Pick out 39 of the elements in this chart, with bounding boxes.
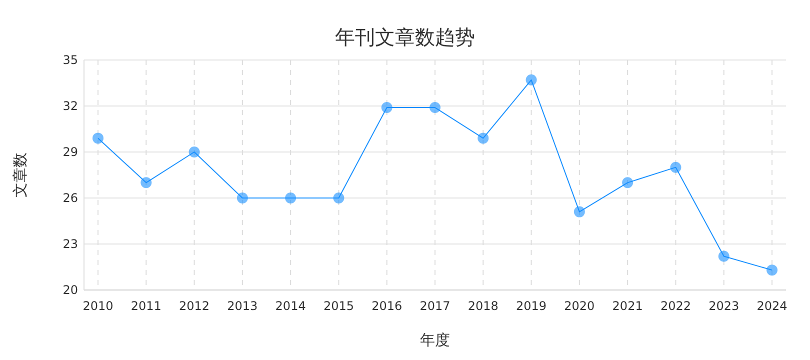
y-tick-label: 20	[62, 283, 78, 297]
y-tick-label: 23	[62, 237, 78, 251]
point	[622, 177, 634, 188]
x-tick-label: 2016	[372, 299, 402, 313]
x-tick-label: 2021	[612, 299, 643, 313]
x-tick-label: 2017	[420, 299, 450, 313]
point	[670, 162, 682, 173]
y-tick-label: 35	[62, 53, 78, 67]
x-tick-label: 2013	[227, 299, 258, 313]
x-tick-label: 2024	[756, 299, 788, 313]
x-axis-title: 年度	[420, 331, 450, 349]
x-tick-label: 2018	[468, 299, 498, 313]
point	[526, 74, 537, 86]
point	[381, 102, 392, 114]
point	[188, 146, 200, 158]
x-tick-label: 2010	[82, 299, 114, 313]
point	[478, 132, 489, 144]
x-tick-label: 2015	[323, 299, 354, 313]
x-tick-label: 2014	[275, 299, 306, 313]
x-tick-label: 2020	[564, 299, 595, 313]
x-tick-label: 2011	[130, 299, 162, 313]
y-tick-label: 32	[62, 99, 78, 113]
point	[92, 132, 104, 144]
chart-title: 年刊文章数趋势	[335, 25, 475, 49]
point	[718, 250, 730, 262]
point	[236, 192, 248, 204]
x-tick-label: 2019	[516, 299, 547, 313]
point	[333, 192, 344, 204]
point	[574, 206, 585, 218]
x-tick-label: 2022	[660, 299, 691, 313]
point	[766, 264, 778, 276]
point	[285, 192, 296, 204]
point	[140, 177, 152, 188]
y-axis-title: 文章数	[11, 152, 29, 198]
x-tick-label: 2023	[708, 299, 740, 313]
y-tick-label: 26	[62, 191, 78, 205]
point	[430, 102, 440, 114]
x-tick-label: 2012	[179, 299, 210, 313]
y-tick-label: 29	[62, 145, 78, 159]
